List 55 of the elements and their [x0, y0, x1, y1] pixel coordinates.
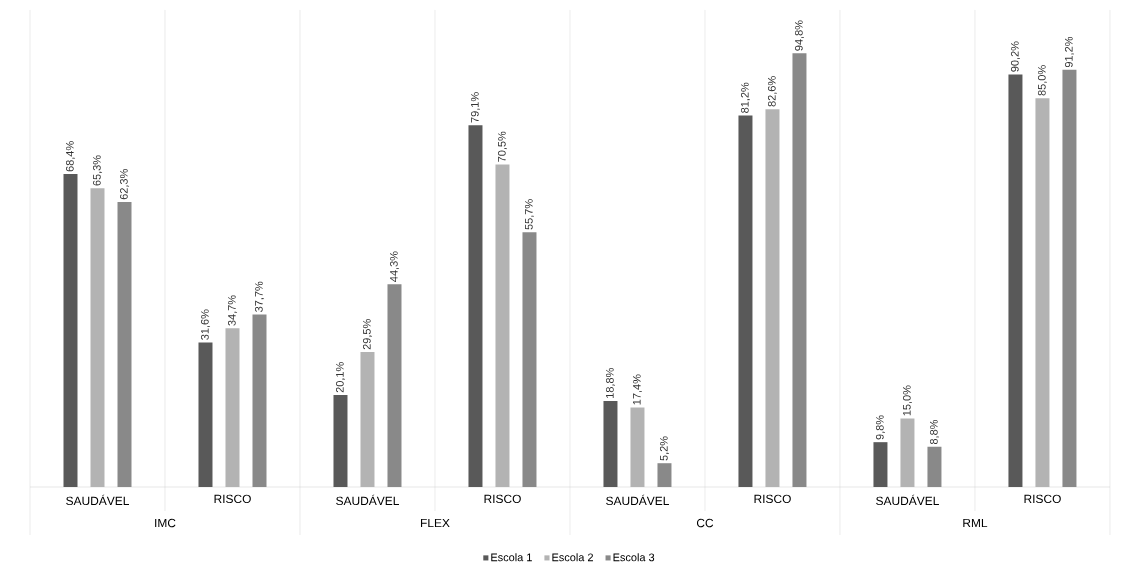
data-label: 37,7% — [254, 281, 265, 312]
data-label: 31,6% — [200, 309, 211, 340]
bar — [657, 463, 672, 487]
bar — [117, 202, 132, 487]
data-label: 90,2% — [1010, 41, 1020, 72]
text: RML — [963, 518, 988, 528]
x-tick-label: SAUDÁVEL — [66, 494, 129, 506]
data-label: 8,8% — [929, 419, 939, 445]
data-label: 44,3% — [389, 251, 400, 282]
data-label: 5,2% — [659, 436, 669, 461]
text: IMC — [155, 518, 176, 528]
x-tick-label: RISCO — [1024, 494, 1061, 504]
bar — [333, 395, 348, 487]
x-tick-label: SAUDÁVEL — [336, 494, 399, 506]
data-label: 18,8% — [605, 368, 615, 398]
legend-label: Escola 1 — [491, 553, 532, 562]
data-label: 34,7% — [227, 295, 238, 326]
text: FLEX — [421, 518, 450, 528]
x-tick-label: RISCO — [754, 494, 791, 504]
text: CC — [696, 518, 714, 528]
bar — [792, 53, 807, 487]
data-label: 17,4% — [632, 374, 642, 405]
data-label: 91,2% — [1064, 36, 1074, 68]
bar — [252, 314, 267, 487]
data-label: 29,5% — [362, 319, 373, 350]
x-tick-label: SAUDÁVEL — [606, 494, 669, 506]
data-label: 20,1% — [335, 362, 346, 393]
data-label: 85,0% — [1037, 65, 1047, 96]
data-label: 9,8% — [875, 415, 885, 440]
x-tick-label: RISCO — [484, 494, 521, 504]
bar — [738, 115, 753, 487]
bar — [387, 284, 402, 487]
bar — [1062, 69, 1077, 487]
data-label: 62,3% — [119, 169, 130, 200]
bar — [198, 342, 213, 487]
bar — [927, 446, 942, 487]
data-label: 82,6% — [767, 76, 777, 107]
data-label: 15,0% — [902, 385, 912, 416]
data-label: 70,5% — [497, 131, 508, 162]
data-label: 55,7% — [524, 199, 534, 230]
legend-label: Escola 2 — [552, 553, 593, 562]
bar — [1008, 74, 1023, 487]
bar — [603, 401, 618, 487]
data-label: 79,1% — [470, 92, 481, 123]
data-label: 94,8% — [794, 20, 804, 51]
bar — [63, 174, 78, 487]
data-label: 68,4% — [65, 141, 76, 172]
bar — [468, 125, 483, 487]
bar — [522, 232, 537, 487]
legend-label: Escola 3 — [613, 553, 655, 562]
data-label: 65,3% — [92, 155, 103, 186]
x-tick-label: SAUDÁVEL — [876, 494, 939, 506]
bar — [873, 442, 888, 487]
x-tick-label: RISCO — [214, 494, 251, 504]
data-label: 81,2% — [740, 82, 750, 113]
